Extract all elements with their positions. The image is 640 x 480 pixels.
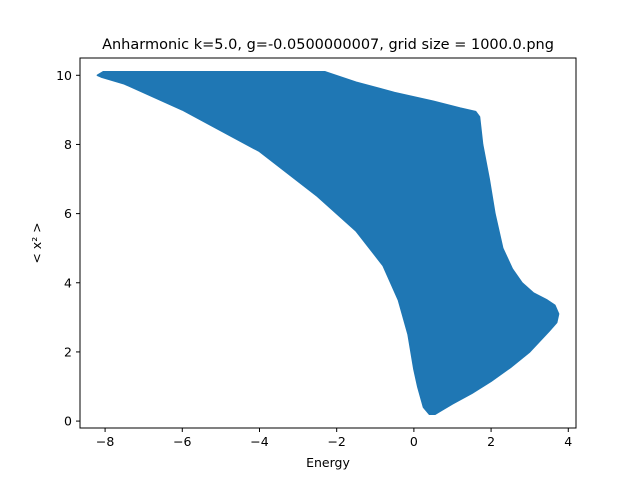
y-tick-label: 2 — [64, 344, 72, 359]
y-tick-label: 0 — [64, 414, 72, 429]
chart-title: Anharmonic k=5.0, g=-0.0500000007, grid … — [102, 37, 554, 53]
y-tick-label: 10 — [56, 68, 72, 83]
x-tick-label: 4 — [564, 434, 572, 449]
x-tick-label: 0 — [410, 434, 418, 449]
x-tick-label: −2 — [327, 434, 345, 449]
x-axis: −8 −6 −4 −2 0 2 4 — [96, 428, 572, 449]
x-tick-label: −8 — [96, 434, 114, 449]
y-axis: 0 2 4 6 8 10 — [56, 68, 80, 429]
y-tick-label: 6 — [64, 206, 72, 221]
x-axis-label: Energy — [306, 455, 350, 470]
x-tick-label: −6 — [173, 434, 191, 449]
y-axis-label: < x² > — [29, 222, 44, 263]
x-tick-label: 2 — [487, 434, 495, 449]
plot-frame — [79, 57, 577, 429]
y-tick-label: 8 — [64, 137, 72, 152]
x-tick-label: −4 — [250, 434, 268, 449]
y-tick-label: 4 — [64, 275, 72, 290]
data-region — [96, 71, 560, 415]
